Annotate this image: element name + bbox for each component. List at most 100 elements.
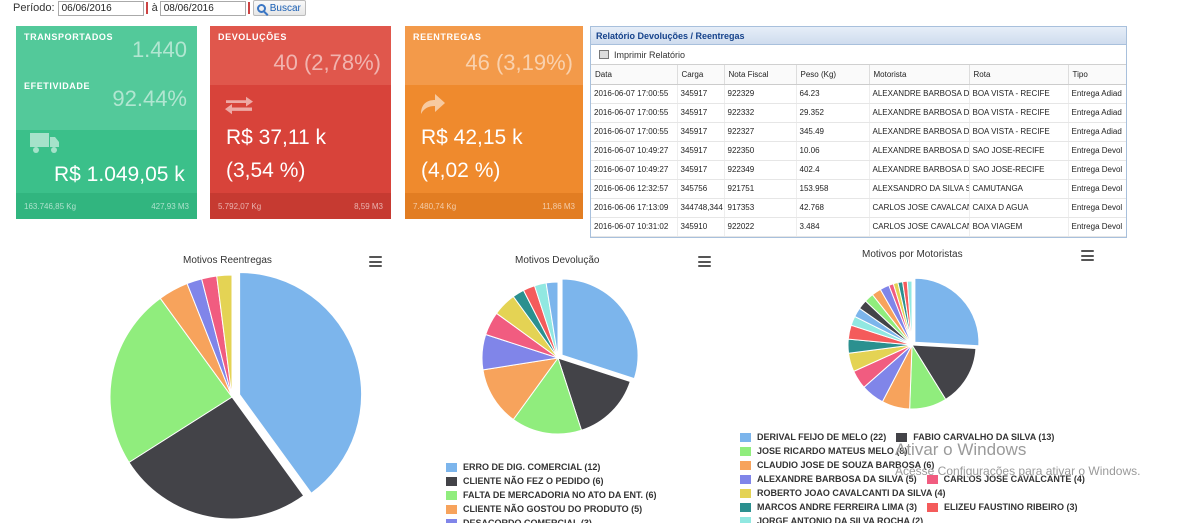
table-cell: BOA VIAGEM [969,217,1069,237]
legend-item[interactable]: CARLOS JOSE CAVALCANTE (4) [926,474,1085,484]
column-header[interactable]: Rota [969,65,1069,85]
table-cell: Entrega Devol [1068,198,1126,218]
column-header[interactable]: Peso (Kg) [796,65,870,85]
legend-item[interactable]: DESACORDO COMERCIAL (3) [446,518,592,523]
calendar-icon[interactable] [145,2,148,14]
table-cell: 2016-06-07 10:49:27 [591,141,678,161]
pie-slice[interactable] [482,357,560,421]
column-header[interactable]: Carga [677,65,725,85]
legend-item[interactable]: MARCOS ANDRE FERREIRA LIMA (3) [740,502,917,512]
column-header[interactable]: Motorista [869,65,970,85]
pie-slice[interactable] [914,277,980,347]
table-row[interactable]: 2016-06-07 10:31:02 345910 922022 3.484 CARL… [591,217,1126,237]
legend-swatch [446,504,457,514]
table-cell: CAIXA D AGUA [969,198,1069,218]
pie-slice[interactable] [512,356,583,435]
legend-item[interactable]: FALTA DE MERCADORIA NO ATO DA ENT. (6) [446,490,657,500]
legend-motoristas: DERIVAL FEIJO DE MELO (22) FABIO CARVALHO… [740,430,1095,523]
table-cell: 922327 [724,122,797,142]
print-report-button[interactable]: Imprimir Relatório [599,50,685,60]
legend-swatch [446,462,457,472]
legend-item[interactable]: DERIVAL FEIJO DE MELO (22) [740,432,886,442]
pie-slice[interactable] [239,272,363,494]
pie-slice[interactable] [561,278,639,380]
card-footer: 163.746,85 Kg 427,93 M3 [16,193,197,219]
legend-item[interactable]: ROBERTO JOAO CAVALCANTI DA SILVA (4) [740,488,946,498]
table-cell: SAO JOSE-RECIFE [969,141,1069,161]
table-cell: Entrega Devol [1068,141,1126,161]
table-cell: SAO JOSE-RECIFE [969,160,1069,180]
legend-label: JORGE ANTONIO DA SILVA ROCHA (2) [757,516,924,523]
share-icon [421,94,445,114]
table-cell: Entrega Adiad [1068,103,1126,123]
hamburger-menu-icon[interactable] [1081,250,1094,261]
legend-label: FABIO CARVALHO DA SILVA (13) [913,432,1055,442]
hamburger-menu-icon[interactable] [369,256,382,267]
table-cell: 2016-06-07 17:00:55 [591,103,678,123]
table-row[interactable]: 2016-06-06 17:13:09 344748,344 917353 42.76… [591,198,1126,218]
efetividade-title: EFETIVIDADE [24,81,91,91]
table-row[interactable]: 2016-06-07 17:00:55 345917 922327 345.49 ALE… [591,122,1126,142]
date-to-input[interactable] [159,0,246,16]
table-cell: 345910 [677,217,725,237]
search-button[interactable]: Buscar [252,0,306,16]
legend-devolucao: ERRO DE DIG. COMERCIAL (12) CLIENTE NÃO F… [446,460,667,523]
legend-swatch [740,488,751,498]
legend-item[interactable]: JORGE ANTONIO DA SILVA ROCHA (2) [740,516,923,523]
table-cell: 402.4 [796,160,870,180]
date-from-input[interactable] [57,0,144,16]
pie-slice[interactable] [906,280,913,346]
pie-slice[interactable] [109,297,233,464]
legend-label: ELIZEU FAUSTINO RIBEIRO (3) [944,502,1078,512]
legend-item[interactable]: CLIENTE NÃO GOSTOU DO PRODUTO (5) [446,504,642,514]
legend-item[interactable]: ERRO DE DIG. COMERCIAL (12) [446,462,600,472]
column-header[interactable]: Nota Fiscal [724,65,797,85]
table-cell: 921751 [724,179,797,199]
search-icon [256,3,266,13]
table-row[interactable]: 2016-06-07 10:49:27 345917 922349 402.4 ALEX… [591,160,1126,180]
hamburger-menu-icon[interactable] [698,256,711,267]
table-row[interactable]: 2016-06-06 12:32:57 345756 921751 153.958 AL… [591,179,1126,199]
pie-slice[interactable] [128,396,305,520]
table-cell: CARLOS JOSE CAVALCAN [869,217,970,237]
pie-slice[interactable] [911,344,977,401]
table-cell: 2016-06-06 12:32:57 [591,179,678,199]
table-row[interactable]: 2016-06-07 10:49:27 345917 922350 10.06 ALEX… [591,141,1126,161]
footer-weight: 5.792,07 Kg [218,201,262,211]
table-cell: Entrega Devol [1068,217,1126,237]
pie-slice[interactable] [216,274,233,398]
calendar-icon[interactable] [247,2,250,14]
table-cell: Entrega Devol [1068,179,1126,199]
reentregas-money: R$ 42,15 k [421,126,523,149]
legend-label: MARCOS ANDRE FERREIRA LIMA (3) [757,502,917,512]
table-cell: 922349 [724,160,797,180]
table-cell: 345.49 [796,122,870,142]
table-cell: Entrega Devol [1068,160,1126,180]
legend-item[interactable]: ALEXANDRE BARBOSA DA SILVA (5) [740,474,917,484]
printer-icon [599,50,609,59]
legend-item[interactable]: JOSE RICARDO MATEUS MELO (8) [740,446,907,456]
legend-item[interactable]: CLAUDIO JOSE DE SOUZA BARBOSA (6) [740,460,934,470]
table-row[interactable]: 2016-06-07 17:00:55 345917 922332 29.352 ALE… [591,103,1126,123]
chart-title-reentregas: Motivos Reentregas [183,255,272,266]
table-cell: CAMUTANGA [969,179,1069,199]
footer-volume: 427,93 M3 [151,201,189,211]
card-title: REENTREGAS [413,32,482,42]
filter-bar: Período: à Buscar [0,0,306,16]
legend-item[interactable]: ELIZEU FAUSTINO RIBEIRO (3) [927,502,1078,512]
table-cell: 922329 [724,84,797,104]
table-cell: 2016-06-07 17:00:55 [591,84,678,104]
reentregas-pct: (4,02 %) [421,159,501,182]
card-footer: 5.792,07 Kg 8,59 M3 [210,193,391,219]
table-row[interactable]: 2016-06-07 17:00:55 345917 922329 64.23 ALEX… [591,84,1126,104]
table-cell: 345917 [677,84,725,104]
legend-label: JOSE RICARDO MATEUS MELO (8) [757,446,908,456]
legend-item[interactable]: FABIO CARVALHO DA SILVA (13) [896,432,1054,442]
column-header[interactable]: Data [591,65,678,85]
column-header[interactable]: Tipo [1068,65,1126,85]
legend-swatch [446,518,457,523]
legend-item[interactable]: CLIENTE NÃO FEZ O PEDIDO (6) [446,476,604,486]
table-cell: CARLOS JOSE CAVALCAN [869,198,970,218]
footer-weight: 163.746,85 Kg [24,201,77,211]
pie-slice[interactable] [545,281,559,359]
